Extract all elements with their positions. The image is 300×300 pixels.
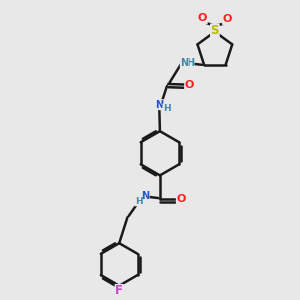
Text: H: H <box>186 58 194 68</box>
Text: H: H <box>135 197 142 206</box>
Text: N: N <box>141 191 149 201</box>
Text: O: O <box>176 194 186 204</box>
Text: F: F <box>115 284 123 298</box>
Text: O: O <box>185 80 194 90</box>
Text: N: N <box>180 58 188 68</box>
Text: N: N <box>155 100 164 110</box>
Text: S: S <box>211 24 219 37</box>
Text: H: H <box>163 104 170 113</box>
Text: O: O <box>198 14 207 23</box>
Text: O: O <box>223 14 232 24</box>
